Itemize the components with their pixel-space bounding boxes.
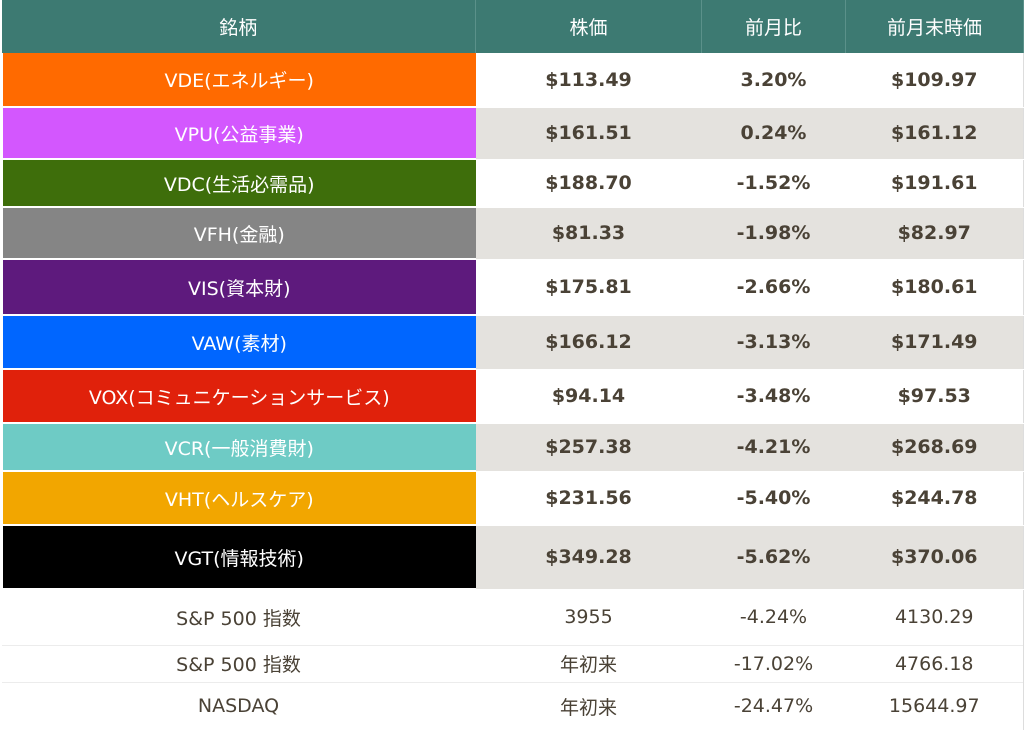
change-cell: -2.66% — [701, 259, 846, 316]
price-cell: $231.56 — [475, 471, 702, 526]
change-cell: -1.98% — [701, 207, 846, 260]
price-cell: $166.12 — [475, 315, 702, 370]
prev-close-cell: $171.49 — [845, 315, 1024, 370]
index-name-cell: S&P 500 指数 — [1, 588, 476, 645]
table-row: VDC(生活必需品) $188.70 -1.52% $191.61 — [0, 159, 1024, 208]
price-cell: $175.81 — [475, 259, 702, 316]
index-prev-cell: 15644.97 — [845, 681, 1024, 730]
change-cell: -3.13% — [701, 315, 846, 370]
change-cell: -4.21% — [701, 423, 846, 472]
table-row: VAW(素材) $166.12 -3.13% $171.49 — [0, 315, 1024, 370]
index-name-cell: NASDAQ — [1, 681, 476, 730]
etf-performance-table: 銘柄 株価 前月比 前月末時価 VDE(エネルギー) $113.49 3.20% $1… — [0, 0, 1024, 730]
price-cell: $257.38 — [475, 423, 702, 472]
ticker-cell: VCR(一般消費財) — [0, 423, 476, 472]
index-row: S&P 500 指数 3955 -4.24% 4130.29 — [1, 588, 1024, 645]
table-row: VFH(金融) $81.33 -1.98% $82.97 — [0, 207, 1024, 260]
price-cell: $349.28 — [475, 525, 702, 590]
header-row: 銘柄 株価 前月比 前月末時価 — [1, 0, 1024, 53]
price-cell: $94.14 — [475, 369, 702, 424]
prev-close-cell: $268.69 — [845, 423, 1024, 472]
price-cell: $81.33 — [475, 207, 702, 260]
table-row: VOX(コミュニケーションサービス) $94.14 -3.48% $97.53 — [0, 369, 1024, 424]
change-cell: 3.20% — [701, 53, 846, 108]
index-row: NASDAQ 年初来 -24.47% 15644.97 — [1, 681, 1024, 730]
index-prev-cell: 4766.18 — [845, 644, 1024, 682]
ticker-cell: VOX(コミュニケーションサービス) — [0, 369, 476, 424]
ticker-cell: VDE(エネルギー) — [0, 53, 476, 108]
index-change-cell: -24.47% — [701, 681, 846, 730]
header-change: 前月比 — [701, 0, 846, 53]
prev-close-cell: $82.97 — [845, 207, 1024, 260]
table-row: VPU(公益事業) $161.51 0.24% $161.12 — [0, 107, 1024, 160]
header-prev-close: 前月末時価 — [845, 0, 1024, 53]
change-cell: 0.24% — [701, 107, 846, 160]
table-row: VHT(ヘルスケア) $231.56 -5.40% $244.78 — [0, 471, 1024, 526]
prev-close-cell: $180.61 — [845, 259, 1024, 316]
table-row: VDE(エネルギー) $113.49 3.20% $109.97 — [0, 53, 1024, 108]
index-value-cell: 年初来 — [475, 681, 702, 730]
change-cell: -3.48% — [701, 369, 846, 424]
prev-close-cell: $97.53 — [845, 369, 1024, 424]
ticker-cell: VAW(素材) — [0, 315, 476, 370]
ticker-cell: VIS(資本財) — [0, 259, 476, 316]
prev-close-cell: $370.06 — [845, 525, 1024, 590]
price-cell: $113.49 — [475, 53, 702, 108]
ticker-cell: VFH(金融) — [0, 207, 476, 260]
price-cell: $188.70 — [475, 159, 702, 208]
change-cell: -5.62% — [701, 525, 846, 590]
ticker-cell: VGT(情報技術) — [0, 525, 476, 590]
table-row: VIS(資本財) $175.81 -2.66% $180.61 — [0, 259, 1024, 316]
ticker-cell: VHT(ヘルスケア) — [0, 471, 476, 526]
ticker-cell: VPU(公益事業) — [0, 107, 476, 160]
index-value-cell: 3955 — [475, 588, 702, 645]
ticker-cell: VDC(生活必需品) — [0, 159, 476, 208]
prev-close-cell: $161.12 — [845, 107, 1024, 160]
header-price: 株価 — [475, 0, 702, 53]
prev-close-cell: $109.97 — [845, 53, 1024, 108]
table-row: VGT(情報技術) $349.28 -5.62% $370.06 — [0, 525, 1024, 590]
prev-close-cell: $191.61 — [845, 159, 1024, 208]
header-ticker: 銘柄 — [1, 0, 476, 53]
prev-close-cell: $244.78 — [845, 471, 1024, 526]
index-row: S&P 500 指数 年初来 -17.02% 4766.18 — [1, 644, 1024, 682]
index-value-cell: 年初来 — [475, 644, 702, 682]
change-cell: -1.52% — [701, 159, 846, 208]
price-cell: $161.51 — [475, 107, 702, 160]
table-row: VCR(一般消費財) $257.38 -4.21% $268.69 — [0, 423, 1024, 472]
index-prev-cell: 4130.29 — [845, 588, 1024, 645]
index-change-cell: -17.02% — [701, 644, 846, 682]
change-cell: -5.40% — [701, 471, 846, 526]
index-change-cell: -4.24% — [701, 588, 846, 645]
index-name-cell: S&P 500 指数 — [1, 644, 476, 682]
